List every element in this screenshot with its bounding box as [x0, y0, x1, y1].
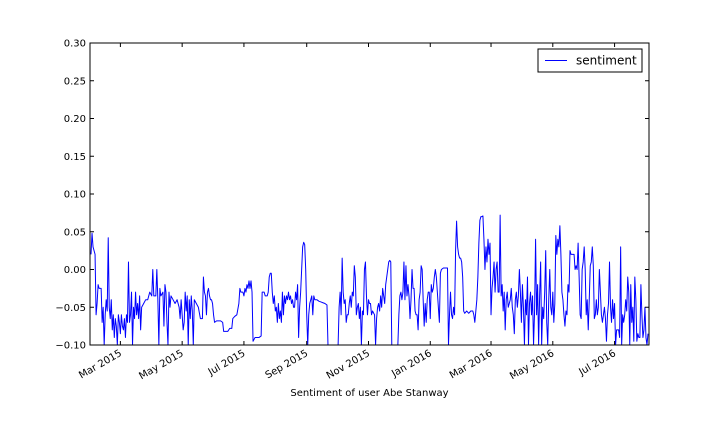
x-axis-label: Sentiment of user Abe Stanway: [290, 388, 448, 399]
y-tick-label: 0.05: [64, 227, 86, 238]
plot-area: [90, 43, 649, 345]
y-tick-label: 0.25: [64, 76, 86, 87]
y-tick-label: 0.10: [64, 190, 86, 201]
y-tick-label: 0.15: [64, 152, 86, 163]
y-tick-label: 0.00: [64, 265, 86, 276]
series-line-sentiment: [90, 214, 649, 345]
plot-frame: [89, 42, 650, 346]
y-tick-label: 0.30: [64, 39, 86, 50]
legend: sentiment: [537, 48, 643, 73]
legend-label-sentiment: sentiment: [576, 54, 637, 68]
legend-box: [537, 48, 643, 73]
y-tick-label: −0.10: [55, 341, 86, 352]
series-layer: [90, 214, 649, 345]
y-tick-label: −0.05: [55, 303, 86, 314]
y-tick-label: 0.20: [64, 114, 86, 125]
